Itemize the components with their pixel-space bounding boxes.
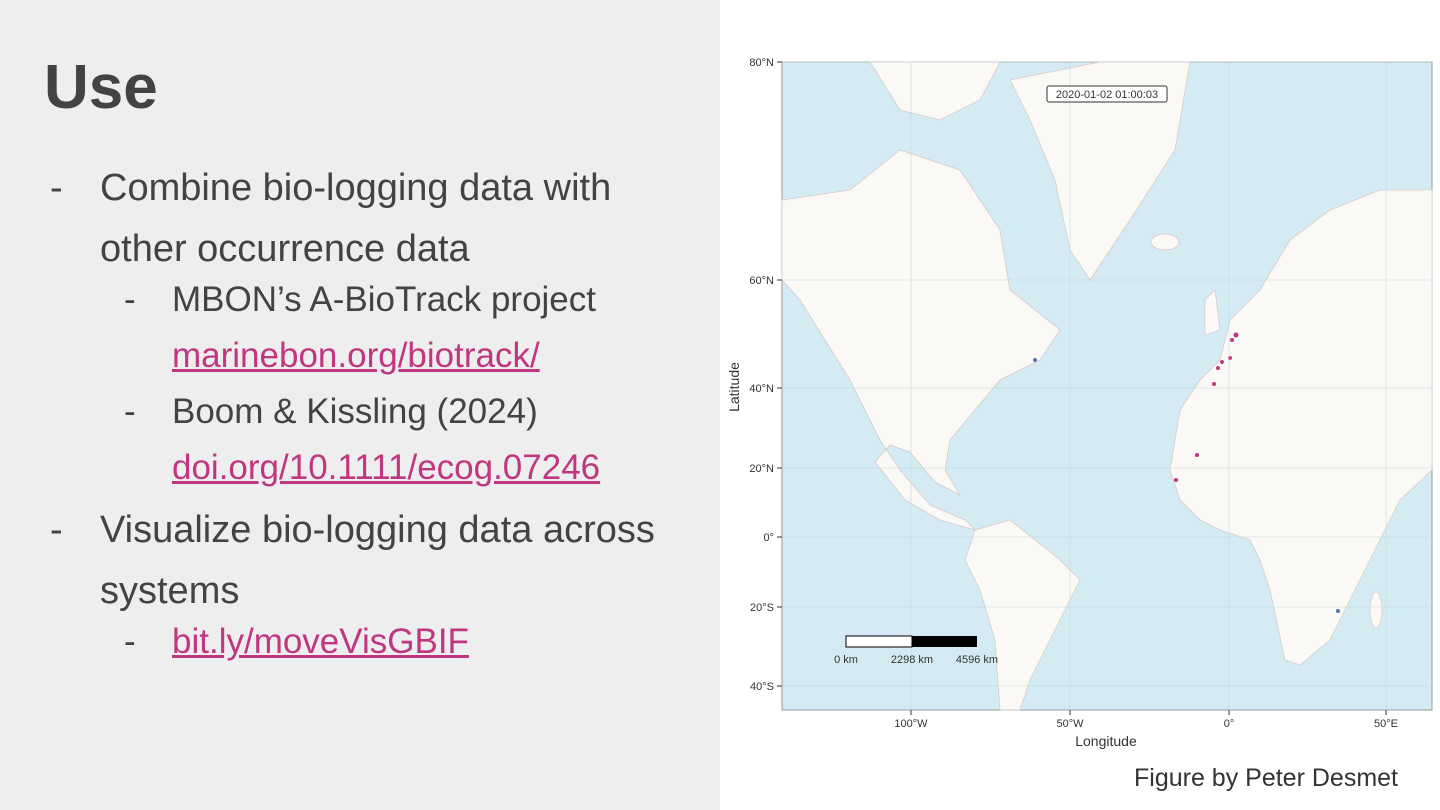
bullet: Visualize bio-logging data across system… xyxy=(100,509,655,612)
y-tick-label: 40°S xyxy=(750,681,774,693)
x-axis-title: Longitude xyxy=(1075,733,1137,749)
link[interactable]: doi.org/10.1111/ecog.07246 xyxy=(172,448,601,487)
y-tick-label: 60°N xyxy=(749,275,774,287)
bullet-marker: - xyxy=(50,167,63,209)
y-tick-label: 80°N xyxy=(749,57,774,69)
sub-marker: - xyxy=(124,392,136,431)
y-tick-label: 20°N xyxy=(749,463,774,475)
scale-label: 0 km xyxy=(834,654,858,666)
y-tick-label: 20°S xyxy=(750,602,774,614)
sub-marker: - xyxy=(124,622,136,661)
map-figure: 80°N 60°N 40°N 20°N 0° 20°S 40°S 100°W 50°W 0° 50°… xyxy=(726,57,1433,749)
scale-bar xyxy=(845,635,913,648)
title: Use xyxy=(44,53,158,122)
timestamp: 2020-01-02 01:00:03 xyxy=(1056,89,1158,101)
sub-bullet: Boom & Kissling (2024) xyxy=(172,392,538,431)
y-tick-label: 0° xyxy=(763,532,774,544)
link[interactable]: marinebon.org/biotrack/ xyxy=(172,336,540,375)
sub-bullet: MBON’s A-BioTrack project xyxy=(172,280,596,319)
occurrence-points xyxy=(1033,332,1340,613)
bullet: Combine bio-logging data with other occu… xyxy=(100,167,612,270)
scale-label: 2298 km xyxy=(891,654,933,666)
link[interactable]: bit.ly/moveVisGBIF xyxy=(172,622,469,661)
sub-marker: - xyxy=(124,280,136,319)
x-tick-label: 50°W xyxy=(1056,718,1084,730)
x-tick-label: 50°E xyxy=(1374,718,1398,730)
y-axis-title: Latitude xyxy=(726,362,742,412)
land xyxy=(781,61,1433,711)
x-tick-label: 0° xyxy=(1224,718,1235,730)
y-tick-label: 40°N xyxy=(749,383,774,395)
x-tick-label: 100°W xyxy=(894,718,928,730)
timestamp-box xyxy=(1046,85,1168,103)
scale-label: 4596 km xyxy=(956,654,998,666)
axes: 80°N 60°N 40°N 20°N 0° 20°S 40°S 100°W 50°W 0° 50°… xyxy=(749,57,1432,730)
bullet-marker: - xyxy=(50,509,63,551)
caption: Figure by Peter Desmet xyxy=(1134,764,1398,792)
scale-bar xyxy=(912,636,977,647)
text-panel: Use - Combine bio-logging data with other… xyxy=(0,0,720,810)
